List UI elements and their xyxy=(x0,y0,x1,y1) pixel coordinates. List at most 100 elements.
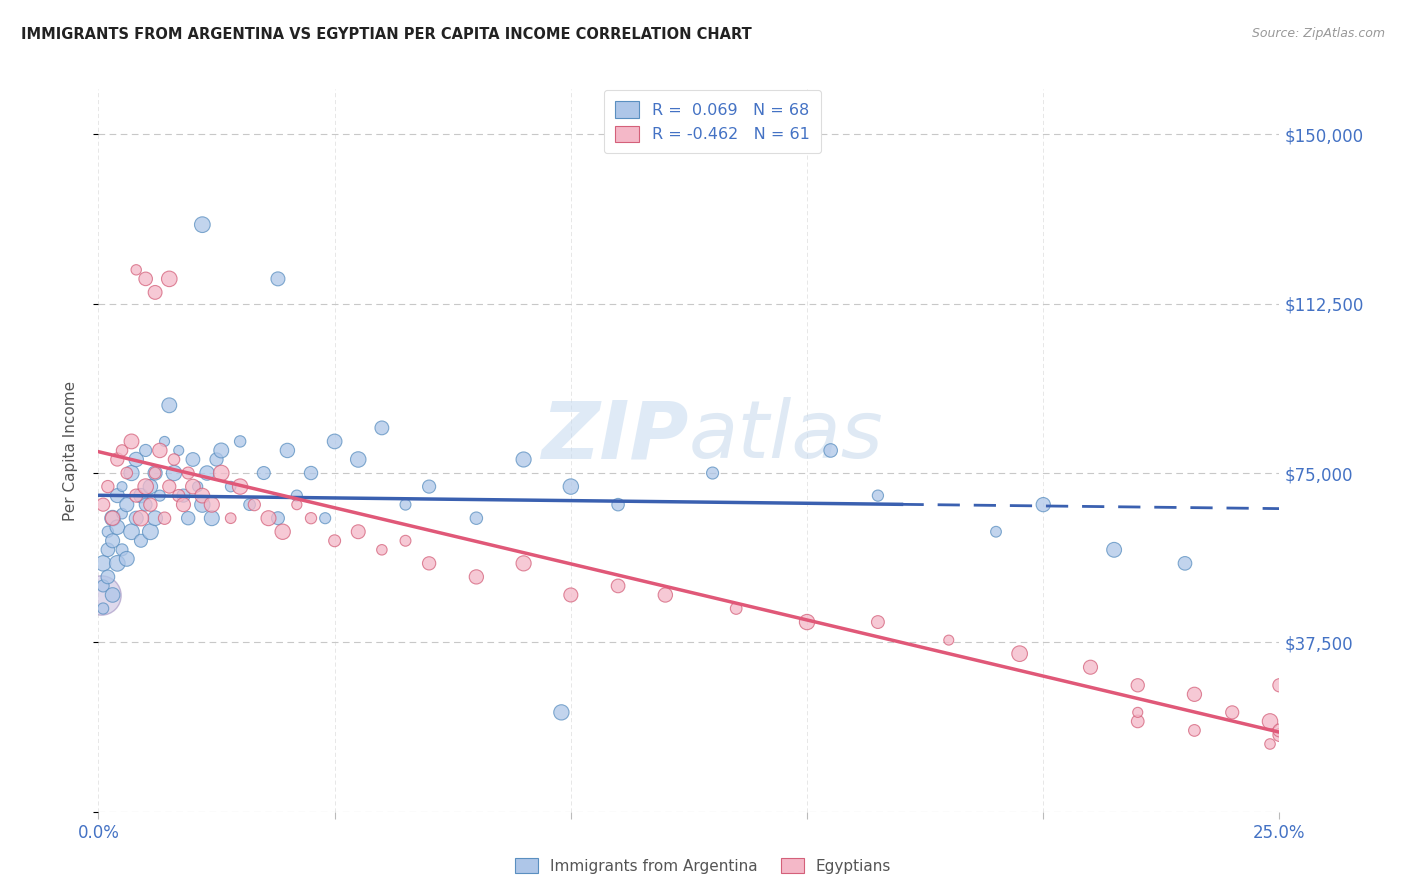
Point xyxy=(550,706,572,720)
Point xyxy=(984,524,1007,539)
Text: atlas: atlas xyxy=(689,397,884,475)
Point xyxy=(121,524,143,539)
Point xyxy=(101,511,124,525)
Point xyxy=(465,511,488,525)
Point xyxy=(371,421,394,435)
Point xyxy=(153,434,176,449)
Point xyxy=(91,601,114,615)
Point xyxy=(90,588,112,602)
Point xyxy=(167,443,190,458)
Point xyxy=(209,466,232,480)
Point xyxy=(129,489,152,503)
Point xyxy=(465,570,488,584)
Point xyxy=(866,615,889,629)
Point xyxy=(153,511,176,525)
Point xyxy=(394,498,416,512)
Point xyxy=(243,498,266,512)
Point xyxy=(101,511,124,525)
Point xyxy=(181,480,204,494)
Point xyxy=(97,480,120,494)
Point xyxy=(229,434,252,449)
Point xyxy=(105,452,128,467)
Point xyxy=(607,498,630,512)
Legend: Immigrants from Argentina, Egyptians: Immigrants from Argentina, Egyptians xyxy=(509,852,897,880)
Point xyxy=(111,443,134,458)
Point xyxy=(111,507,134,521)
Point xyxy=(205,452,228,467)
Point xyxy=(1080,660,1102,674)
Point xyxy=(1258,737,1281,751)
Point xyxy=(125,489,148,503)
Point xyxy=(91,557,114,571)
Point xyxy=(702,466,724,480)
Point xyxy=(820,443,842,458)
Point xyxy=(143,466,166,480)
Point xyxy=(607,579,630,593)
Y-axis label: Per Capita Income: Per Capita Income xyxy=(63,380,77,521)
Point xyxy=(125,262,148,277)
Point xyxy=(191,489,214,503)
Point xyxy=(129,533,152,548)
Point xyxy=(1126,678,1149,692)
Point xyxy=(866,489,889,503)
Point xyxy=(101,588,124,602)
Point xyxy=(187,480,209,494)
Point xyxy=(135,480,157,494)
Point xyxy=(125,511,148,525)
Point xyxy=(560,588,582,602)
Text: IMMIGRANTS FROM ARGENTINA VS EGYPTIAN PER CAPITA INCOME CORRELATION CHART: IMMIGRANTS FROM ARGENTINA VS EGYPTIAN PE… xyxy=(21,27,752,42)
Point xyxy=(418,557,440,571)
Point xyxy=(253,466,276,480)
Point xyxy=(257,511,280,525)
Point xyxy=(115,498,138,512)
Point xyxy=(177,466,200,480)
Point xyxy=(512,557,534,571)
Point xyxy=(267,511,290,525)
Point xyxy=(195,466,218,480)
Point xyxy=(163,466,186,480)
Point xyxy=(172,498,194,512)
Point xyxy=(143,511,166,525)
Point xyxy=(1268,678,1291,692)
Point xyxy=(139,524,162,539)
Point xyxy=(347,524,370,539)
Point xyxy=(1258,714,1281,729)
Point xyxy=(177,511,200,525)
Point xyxy=(191,218,214,232)
Text: Source: ZipAtlas.com: Source: ZipAtlas.com xyxy=(1251,27,1385,40)
Point xyxy=(135,498,157,512)
Point xyxy=(512,452,534,467)
Point xyxy=(1184,723,1206,738)
Point xyxy=(323,434,346,449)
Point xyxy=(285,489,308,503)
Point xyxy=(276,443,298,458)
Point xyxy=(1008,647,1031,661)
Point xyxy=(1184,687,1206,701)
Point xyxy=(97,570,120,584)
Point xyxy=(299,511,322,525)
Point xyxy=(285,498,308,512)
Point xyxy=(209,443,232,458)
Point xyxy=(191,498,214,512)
Point xyxy=(1126,706,1149,720)
Point xyxy=(201,511,224,525)
Point xyxy=(347,452,370,467)
Point xyxy=(97,542,120,557)
Point xyxy=(135,443,157,458)
Point xyxy=(314,511,336,525)
Point xyxy=(111,480,134,494)
Point xyxy=(157,398,180,412)
Point xyxy=(181,452,204,467)
Point xyxy=(796,615,818,629)
Point xyxy=(229,480,252,494)
Point xyxy=(201,498,224,512)
Point xyxy=(115,466,138,480)
Point xyxy=(149,489,172,503)
Point xyxy=(105,557,128,571)
Point xyxy=(1032,498,1054,512)
Point xyxy=(101,533,124,548)
Point xyxy=(938,633,960,648)
Legend: R =  0.069   N = 68, R = -0.462   N = 61: R = 0.069 N = 68, R = -0.462 N = 61 xyxy=(605,90,821,153)
Point xyxy=(323,533,346,548)
Point xyxy=(129,511,152,525)
